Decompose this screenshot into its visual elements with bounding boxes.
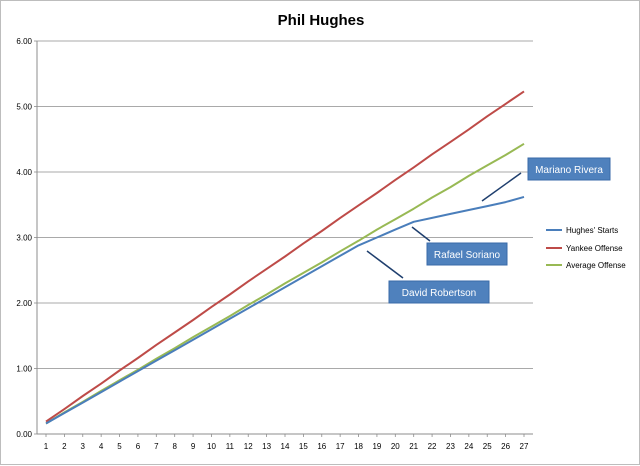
callout-leader-line <box>366 250 404 279</box>
y-tick-label: 2.00 <box>16 299 32 308</box>
x-tick-label: 15 <box>299 442 308 451</box>
callout-leader-line <box>481 172 522 202</box>
callout-box <box>388 280 490 304</box>
x-tick-label: 20 <box>391 442 400 451</box>
x-tick-label: 8 <box>172 442 177 451</box>
x-tick-label: 24 <box>464 442 473 451</box>
series-line-yankee-offense <box>45 90 525 423</box>
series-line-hughes-starts <box>45 195 525 425</box>
annotations: Mariano Rivera Rafael Soriano David Robert… <box>366 157 611 304</box>
x-tick-label: 11 <box>226 442 235 451</box>
x-tick-label: 9 <box>191 442 196 451</box>
x-tick-label: 2 <box>62 442 67 451</box>
x-tick-label: 22 <box>428 442 437 451</box>
series-lines <box>45 90 525 425</box>
callout-label: Mariano Rivera <box>535 165 603 176</box>
y-tick-label: 3.00 <box>16 234 32 243</box>
x-tick-label: 17 <box>336 442 345 451</box>
x-tick-label: 18 <box>354 442 363 451</box>
x-tick-label: 1 <box>44 442 49 451</box>
x-tick-label: 10 <box>207 442 216 451</box>
x-tick-label: 5 <box>117 442 122 451</box>
x-tick-label: 6 <box>136 442 141 451</box>
callout-label: Rafael Soriano <box>434 250 501 261</box>
x-tick-label: 7 <box>154 442 159 451</box>
gridlines <box>37 40 533 369</box>
callout-label: David Robertson <box>402 288 476 299</box>
callout-box <box>527 157 611 181</box>
x-tick-label: 16 <box>317 442 326 451</box>
y-tick-label: 1.00 <box>16 365 32 374</box>
legend-label: Yankee Offense <box>566 244 623 253</box>
legend-label: Average Offense <box>566 261 626 270</box>
callout-box <box>426 242 508 266</box>
x-tick-label: 3 <box>81 442 86 451</box>
callout-leader-line <box>411 226 431 242</box>
y-tick-label: 4.00 <box>16 168 32 177</box>
y-tick-label: 6.00 <box>16 37 32 46</box>
legend-label: Hughes' Starts <box>566 226 618 235</box>
y-axis-ticks: 0.00 1.00 2.00 3.00 4.00 5.00 6.00 <box>16 37 37 439</box>
x-tick-label: 27 <box>520 442 529 451</box>
x-tick-label: 4 <box>99 442 104 451</box>
x-tick-label: 19 <box>372 442 381 451</box>
chart-title: Phil Hughes <box>278 12 365 29</box>
x-tick-label: 14 <box>281 442 290 451</box>
x-axis-ticks: 1 2 3 4 5 6 7 8 9 10 11 12 13 14 15 16 17 18 19 20 21 22 23 24 2… <box>44 434 529 451</box>
x-tick-label: 23 <box>446 442 455 451</box>
y-tick-label: 0.00 <box>16 430 32 439</box>
x-tick-label: 26 <box>501 442 510 451</box>
legend: Hughes' Starts Yankee Offense Average Offe… <box>546 226 626 270</box>
x-tick-label: 25 <box>483 442 492 451</box>
y-tick-label: 5.00 <box>16 103 32 112</box>
series-line-average-offense <box>45 142 525 425</box>
x-tick-label: 13 <box>262 442 271 451</box>
x-tick-label: 21 <box>409 442 418 451</box>
x-tick-label: 12 <box>244 442 253 451</box>
